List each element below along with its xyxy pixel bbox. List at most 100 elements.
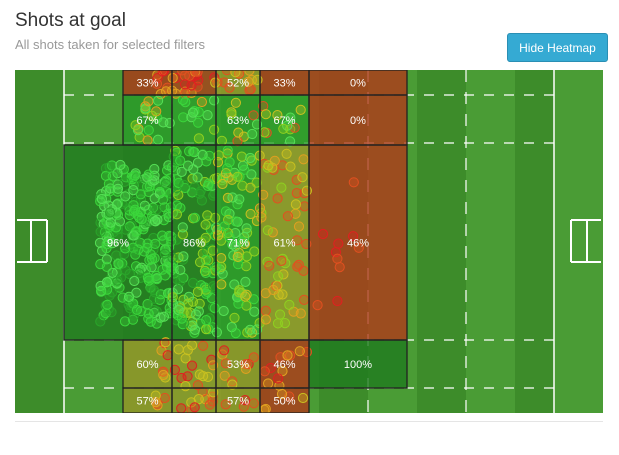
shot-marker bbox=[249, 306, 260, 317]
shot-marker bbox=[149, 287, 161, 298]
shot-marker bbox=[264, 260, 275, 271]
shot-marker bbox=[259, 127, 270, 138]
hide-heatmap-button[interactable]: Hide Heatmap bbox=[507, 33, 608, 62]
shot-marker bbox=[230, 97, 241, 108]
shot-marker bbox=[128, 245, 140, 256]
shot-marker bbox=[151, 274, 162, 285]
shot-marker bbox=[209, 95, 220, 106]
shot-marker bbox=[189, 402, 200, 413]
shot-marker bbox=[276, 182, 287, 193]
shot-marker bbox=[144, 255, 155, 266]
shot-marker bbox=[260, 314, 271, 325]
shot-marker bbox=[348, 231, 359, 242]
shot-marker bbox=[220, 399, 231, 410]
shot-marker bbox=[189, 212, 200, 223]
shot-marker bbox=[187, 107, 199, 118]
zone-percentage-label: 57% bbox=[136, 396, 158, 408]
shot-marker bbox=[297, 392, 309, 404]
shot-marker bbox=[240, 395, 251, 406]
shot-marker bbox=[234, 194, 245, 205]
zone-percentage-label: 53% bbox=[227, 359, 249, 371]
heatmap-zone bbox=[309, 95, 407, 145]
shot-marker bbox=[332, 253, 343, 264]
shot-marker bbox=[123, 299, 134, 310]
shot-marker bbox=[247, 128, 258, 140]
shot-marker bbox=[131, 304, 143, 315]
shot-marker bbox=[217, 178, 228, 190]
shot-marker bbox=[158, 117, 169, 128]
shot-marker bbox=[289, 122, 300, 133]
shot-marker bbox=[158, 366, 169, 377]
shot-marker bbox=[207, 245, 218, 256]
shot-marker bbox=[232, 251, 243, 262]
grass-stripe bbox=[554, 70, 603, 413]
shot-marker bbox=[213, 230, 224, 241]
shot-marker bbox=[159, 70, 170, 76]
shot-marker bbox=[277, 366, 288, 377]
shot-marker bbox=[236, 151, 247, 162]
shot-marker bbox=[232, 136, 243, 147]
shot-marker bbox=[151, 204, 162, 215]
shot-marker bbox=[241, 251, 252, 262]
shot-marker bbox=[227, 376, 238, 387]
shot-marker bbox=[224, 82, 235, 93]
shot-marker bbox=[260, 305, 271, 316]
shot-marker bbox=[196, 237, 207, 248]
shot-marker bbox=[239, 164, 250, 175]
zone-percentage-label: 52% bbox=[227, 78, 249, 90]
zone-percentage-label: 71% bbox=[227, 238, 249, 250]
zone-percentage-label: 0% bbox=[350, 78, 366, 90]
shot-marker bbox=[278, 269, 289, 280]
shot-marker bbox=[151, 78, 163, 89]
shot-marker bbox=[128, 310, 139, 321]
heatmap-zone bbox=[309, 145, 407, 340]
shot-marker bbox=[171, 200, 182, 211]
shot-marker bbox=[202, 210, 213, 221]
shot-marker bbox=[299, 294, 310, 305]
shot-marker bbox=[246, 169, 257, 180]
shot-marker bbox=[212, 157, 224, 168]
shot-marker bbox=[232, 171, 243, 182]
shot-marker bbox=[200, 219, 211, 230]
shot-marker bbox=[171, 209, 182, 220]
shot-marker bbox=[295, 104, 306, 116]
shot-marker bbox=[277, 289, 288, 300]
shot-marker bbox=[230, 70, 241, 78]
shot-marker bbox=[105, 217, 116, 228]
shot-marker bbox=[204, 399, 215, 410]
shot-marker bbox=[201, 156, 212, 167]
shot-marker bbox=[175, 155, 186, 166]
shot-marker bbox=[285, 161, 296, 172]
shot-marker bbox=[113, 259, 124, 270]
shot-marker bbox=[136, 262, 147, 273]
shot-marker bbox=[150, 397, 161, 408]
shot-marker bbox=[176, 372, 187, 384]
shot-marker bbox=[102, 284, 113, 295]
shot-marker bbox=[127, 314, 139, 325]
shot-marker bbox=[129, 275, 140, 287]
shot-marker bbox=[96, 286, 107, 297]
shot-marker bbox=[157, 230, 168, 241]
shot-marker bbox=[233, 298, 244, 309]
shot-marker bbox=[160, 244, 171, 256]
shot-marker bbox=[95, 226, 106, 237]
shot-marker bbox=[115, 159, 126, 171]
zone-percentage-label: 33% bbox=[136, 78, 158, 90]
zone-percentage-label: 67% bbox=[136, 115, 158, 127]
shot-marker bbox=[155, 289, 166, 300]
shot-marker bbox=[293, 221, 305, 232]
shot-marker bbox=[145, 283, 157, 294]
shot-marker bbox=[233, 127, 244, 138]
shot-marker bbox=[260, 109, 271, 120]
shot-marker bbox=[273, 271, 284, 282]
shot-marker bbox=[104, 161, 115, 173]
shot-marker bbox=[229, 312, 240, 323]
shot-marker bbox=[180, 381, 191, 392]
shot-marker bbox=[179, 79, 191, 90]
shot-marker bbox=[160, 86, 172, 97]
shot-marker bbox=[120, 243, 131, 254]
shot-marker bbox=[111, 199, 123, 210]
shot-marker bbox=[219, 370, 230, 381]
shot-marker bbox=[101, 261, 113, 272]
shot-marker bbox=[291, 174, 302, 186]
